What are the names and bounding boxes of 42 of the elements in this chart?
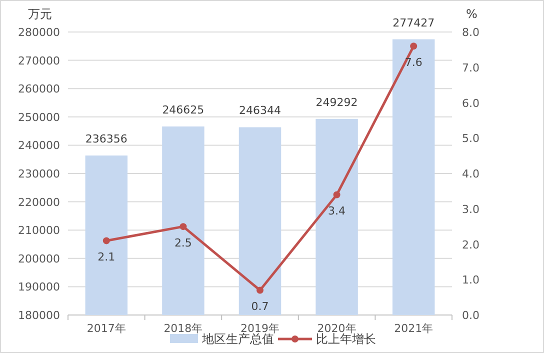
point	[256, 286, 264, 294]
y2-tick-label: 5.0	[462, 132, 480, 146]
data-label: 0.7	[251, 300, 269, 314]
legend-label: 地区生产总值	[201, 332, 274, 346]
data-label: 277427	[392, 16, 435, 30]
y-tick-label: 230000	[18, 168, 60, 180]
data-label: 249292	[316, 96, 358, 109]
data-label: 3.4	[328, 204, 346, 218]
x-tick-label: 2018年	[164, 322, 203, 335]
data-label: 7.6	[404, 56, 422, 70]
y2-axis-title: %	[466, 7, 478, 21]
y2-tick-label: 8.0	[462, 26, 480, 39]
data-label: 246344	[239, 104, 281, 118]
point	[333, 191, 340, 198]
point	[410, 42, 418, 50]
y2-tick-label: 4.0	[462, 168, 480, 180]
y-tick-label: 220000	[18, 196, 60, 209]
data-label: 236356	[85, 132, 128, 146]
y-tick-label: 200000	[18, 252, 60, 266]
y2-tick-label: 6.0	[462, 96, 480, 110]
y2-tick-label: 1.0	[462, 274, 480, 287]
x-tick-label: 2021年	[394, 322, 434, 335]
y-tick-label: 240000	[18, 139, 60, 152]
point	[180, 223, 187, 230]
y2-tick-label: 7.0	[462, 61, 480, 74]
y-tick-label: 250000	[18, 110, 60, 124]
data-label: 246625	[162, 103, 204, 116]
y-tick-label: 270000	[18, 54, 60, 68]
y-tick-label: 210000	[18, 224, 60, 238]
y-axis-title: 万元	[28, 7, 52, 21]
data-label: 2.5	[174, 236, 192, 250]
y-tick-label: 190000	[18, 280, 60, 294]
y2-tick-label: 2.0	[462, 238, 480, 252]
y-tick-label: 180000	[18, 309, 60, 322]
y-tick-label: 280000	[18, 26, 60, 39]
y2-tick-label: 3.0	[462, 202, 480, 216]
point	[102, 237, 110, 244]
y-tick-label: 260000	[18, 82, 60, 96]
data-label: 2.1	[98, 250, 116, 264]
y2-tick-label: 0.0	[462, 309, 480, 322]
x-tick-label: 2017年	[86, 322, 126, 335]
legend-label: 比上年增长	[316, 332, 376, 346]
